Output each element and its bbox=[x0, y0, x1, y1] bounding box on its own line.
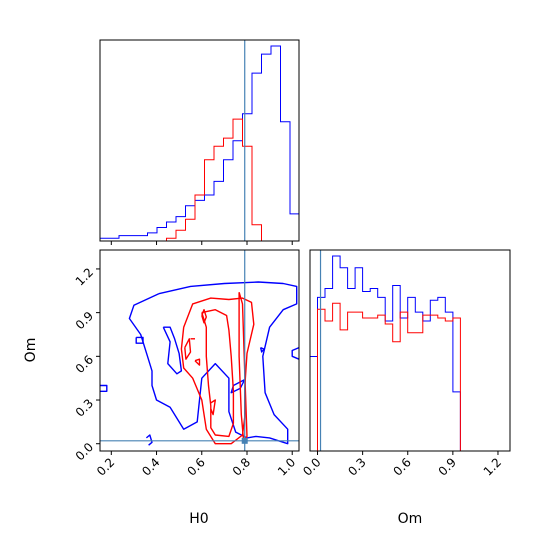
contour-11 bbox=[184, 338, 192, 360]
ytick-label-0: 0.0 bbox=[73, 440, 96, 463]
contour-1 bbox=[162, 326, 183, 375]
om-hist-xtick-label-3: 0.9 bbox=[436, 455, 459, 478]
contour-0 bbox=[128, 281, 298, 445]
xtick-label-0: 0.2 bbox=[94, 455, 117, 478]
xlabel-om: Om bbox=[398, 511, 423, 527]
ytick-label-2: 0.6 bbox=[73, 353, 96, 376]
contour-6 bbox=[230, 378, 246, 394]
h0-hist-series-0 bbox=[99, 45, 300, 241]
contour-5 bbox=[291, 346, 300, 360]
om-hist-xtick-label-0: 0.0 bbox=[300, 455, 323, 478]
contour-4 bbox=[145, 434, 153, 446]
contour-15 bbox=[194, 358, 201, 366]
om-histogram-panel: 0.0 0.3 0.6 0.9 1.2 Om bbox=[300, 249, 511, 527]
contour-9 bbox=[201, 309, 235, 438]
ylabel-om: Om bbox=[23, 338, 39, 363]
ytick-label-1: 0.3 bbox=[73, 396, 96, 419]
truth-point-marker bbox=[241, 437, 248, 444]
xtick-label-1: 0.4 bbox=[139, 455, 162, 478]
om-hist-xtick-label-1: 0.3 bbox=[345, 455, 368, 478]
contour-12 bbox=[201, 309, 207, 324]
om-histogram-frame bbox=[309, 249, 511, 452]
contour-2 bbox=[135, 336, 144, 344]
ytick-label-4: 1.2 bbox=[73, 265, 96, 288]
om-hist-series-0 bbox=[309, 255, 468, 452]
ytick-label-3: 0.9 bbox=[73, 309, 96, 332]
h0-hist-series-1 bbox=[100, 118, 299, 242]
h0-histogram-panel bbox=[99, 39, 300, 245]
contour-14 bbox=[210, 399, 216, 416]
xtick-label-4: 1.0 bbox=[275, 455, 298, 478]
om-hist-xtick-label-4: 1.2 bbox=[481, 455, 504, 478]
xtick-label-2: 0.6 bbox=[184, 455, 207, 478]
xtick-label-3: 0.8 bbox=[230, 455, 253, 478]
om-hist-series-1 bbox=[310, 302, 468, 452]
om-hist-xtick-label-2: 0.6 bbox=[390, 455, 413, 478]
h0-om-contour-panel: 0.2 0.4 0.6 0.8 1.0 0.0 0.3 0.6 0.9 1.2 H0 Om bbox=[23, 249, 300, 527]
contour-frame bbox=[99, 249, 300, 452]
contour-7 bbox=[259, 346, 265, 353]
h0-histogram-frame bbox=[99, 39, 300, 242]
contour-3 bbox=[100, 384, 108, 392]
xlabel-h0: H0 bbox=[189, 511, 208, 527]
